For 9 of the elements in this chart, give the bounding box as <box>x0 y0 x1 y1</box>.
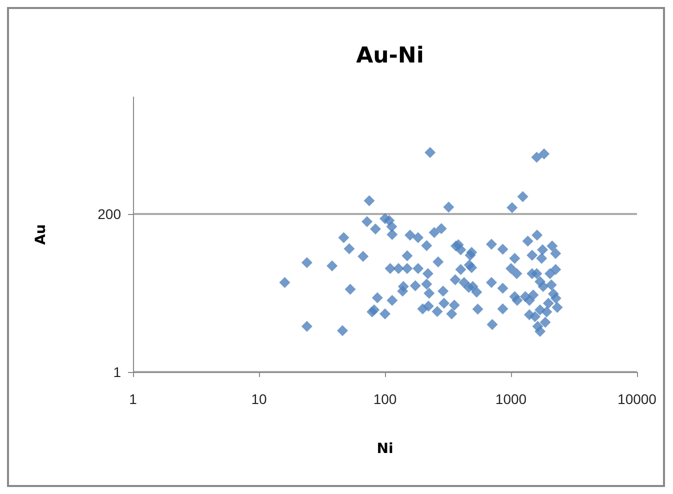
y-tick-label: 200 <box>98 206 122 222</box>
x-tick-label: 1 <box>129 391 138 407</box>
x-tick-label: 10000 <box>618 391 657 407</box>
y-axis-title: Au <box>33 224 49 245</box>
x-tick-label: 100 <box>373 391 397 407</box>
x-axis-title: Ni <box>376 441 394 457</box>
chart-title: Au-Ni <box>356 44 424 68</box>
x-tick-label: 10 <box>251 391 267 407</box>
x-tick-label: 1000 <box>495 391 527 407</box>
